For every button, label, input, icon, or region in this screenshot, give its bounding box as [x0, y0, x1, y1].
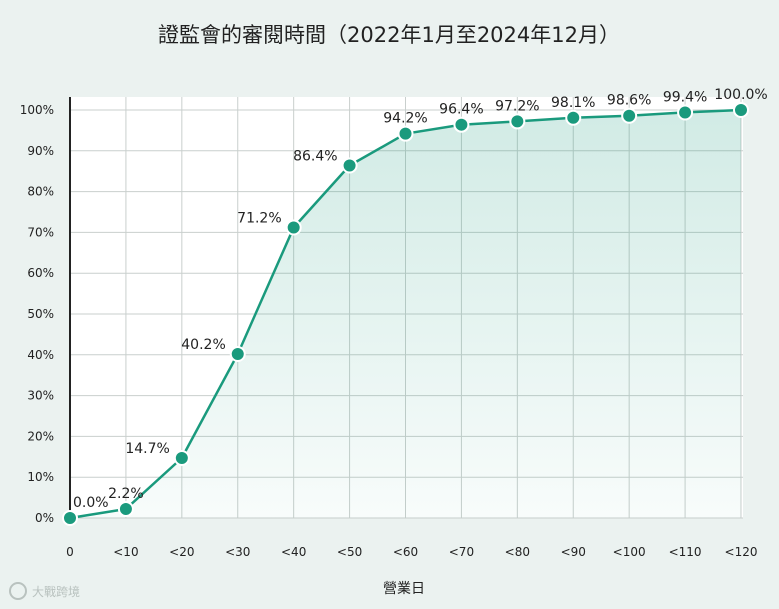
x-tick-label: <60: [393, 545, 418, 559]
x-axis-label: 營業日: [383, 581, 425, 597]
data-label: 71.2%: [237, 211, 281, 227]
chart-title: 證監會的審閱時間（2022年1月至2024年12月）: [158, 23, 620, 47]
x-tick-label: <30: [225, 545, 250, 559]
x-tick-label: <90: [561, 545, 586, 559]
data-point: [733, 102, 749, 118]
y-axis-ticks: 0% 10% 20% 30% 40% 50% 60% 70% 80% 90% 100%: [20, 103, 54, 525]
data-label: 98.1%: [551, 95, 595, 111]
y-tick-label: 60%: [27, 266, 54, 280]
watermark-logo-icon: [9, 582, 27, 600]
data-point: [117, 501, 134, 518]
x-tick-label: <20: [169, 545, 194, 559]
x-tick-label: 0: [66, 545, 74, 559]
data-point: [677, 104, 694, 121]
data-points: [62, 102, 749, 526]
data-label: 99.4%: [663, 89, 707, 105]
data-point: [229, 345, 246, 362]
watermark: 大戰跨境: [9, 582, 80, 600]
x-tick-label: <100: [613, 545, 646, 559]
data-point: [62, 510, 78, 526]
data-point: [621, 107, 638, 124]
x-tick-label: <120: [725, 545, 758, 559]
x-axis-ticks: 0 <10 <20 <30 <40 <50 <60 <70 <80 <90 <100 <110 <120: [66, 545, 757, 559]
data-label: 40.2%: [181, 337, 225, 353]
x-tick-label: <70: [449, 545, 474, 559]
x-tick-label: <80: [505, 545, 530, 559]
x-tick-label: <40: [281, 545, 306, 559]
data-point: [285, 219, 302, 236]
x-tick-label: <110: [669, 545, 702, 559]
area-fill: [70, 110, 741, 518]
watermark-text: 大戰跨境: [32, 584, 80, 599]
data-point: [341, 157, 358, 174]
y-tick-label: 50%: [27, 307, 54, 321]
y-tick-label: 100%: [20, 103, 54, 117]
data-labels: 0.0%2.2% 14.7% 40.2% 71.2% 86.4% 94.2% 96.4% 97…: [73, 87, 768, 511]
y-tick-label: 0%: [35, 511, 54, 525]
data-point: [565, 109, 582, 126]
data-label: 86.4%: [293, 148, 337, 164]
data-label: 0.0%: [73, 495, 109, 511]
y-tick-label: 30%: [27, 389, 54, 403]
data-label: 100.0%: [714, 87, 767, 103]
y-tick-label: 90%: [27, 144, 54, 158]
y-tick-label: 70%: [27, 225, 54, 239]
data-point: [397, 125, 414, 142]
data-label: 97.2%: [495, 98, 539, 114]
data-point: [509, 113, 526, 130]
y-tick-label: 40%: [27, 348, 54, 362]
data-label: 96.4%: [439, 102, 483, 118]
data-label: 98.6%: [607, 93, 651, 109]
x-tick-label: <10: [113, 545, 138, 559]
y-tick-label: 20%: [27, 429, 54, 443]
data-label: 2.2%: [108, 486, 144, 502]
y-tick-label: 80%: [27, 185, 54, 199]
x-tick-label: <50: [337, 545, 362, 559]
data-label: 14.7%: [125, 441, 169, 457]
data-point: [453, 116, 470, 133]
data-label: 94.2%: [383, 111, 427, 127]
y-tick-label: 10%: [27, 470, 54, 484]
data-point: [173, 450, 190, 467]
